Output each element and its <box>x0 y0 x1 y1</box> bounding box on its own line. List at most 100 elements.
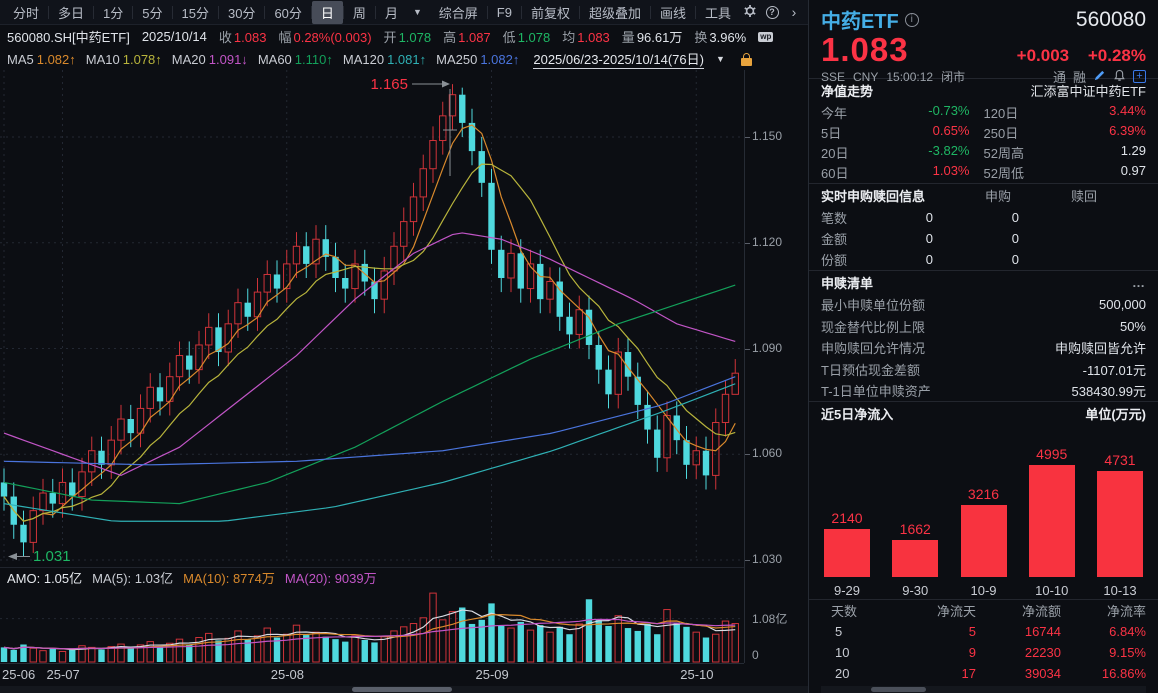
nav-row: 5日 0.65% 250日 6.39% <box>821 122 1146 142</box>
candlestick-chart[interactable]: 1.165 1.031 <box>0 70 808 567</box>
nav-label: 60日 <box>821 165 849 181</box>
price-tick-label: 1.090 <box>752 340 783 355</box>
netflow-bar <box>1097 471 1143 578</box>
field-开: 开 1.078 <box>384 27 432 46</box>
change-percent: +0.28% <box>1087 46 1146 65</box>
ma-item-MA10: MA10 1.078↑ <box>86 52 162 67</box>
sub-sell-value: 0 <box>1011 209 1020 225</box>
tab-separator <box>217 5 219 19</box>
tab-separator <box>310 5 312 19</box>
time-label-25-08: 25-08 <box>270 667 304 682</box>
tab-多日[interactable]: 多日 <box>58 5 85 21</box>
amo-item: MA(20): 9039万 <box>285 568 377 587</box>
redemption-value: 500,000 <box>1099 297 1146 313</box>
exchange-label: SSE <box>821 69 846 84</box>
nav-label: 20日 <box>821 145 849 161</box>
amo-label: AMO: <box>7 571 44 586</box>
more-button[interactable]: … <box>1132 275 1146 291</box>
toolbar-expand-button[interactable]: › <box>784 2 804 22</box>
chart-workspace: 分时 多日 1分 5分 15分 30分 60分日周 月 ▼ 综合屏 F9 前复权 超级叠加 画线 工具 … <box>0 0 808 693</box>
redemption-row: 现金替代比例上限 50% <box>821 316 1146 338</box>
price-pane[interactable]: 1.165 1.031 <box>0 70 744 567</box>
period-dropdown-caret[interactable]: ▼ <box>412 7 422 17</box>
tab-周[interactable]: 周 <box>352 5 366 21</box>
subscription-row: 金额 0 0 <box>821 228 1146 249</box>
lock-icon <box>740 52 752 66</box>
field-value: 1.083 <box>233 30 267 45</box>
chevron-down-icon[interactable]: ▼ <box>715 54 725 64</box>
chart-scrollbar-thumb[interactable] <box>352 687 452 692</box>
tab-15分[interactable]: 15分 <box>181 5 209 21</box>
ma-item-MA120: MA120 1.081↑ <box>343 52 426 67</box>
tab-月[interactable]: 月 <box>384 5 398 21</box>
sub-buy-value: 0 <box>925 230 934 246</box>
field-value: 1.087 <box>458 30 491 45</box>
ma-label: MA5 <box>7 51 34 67</box>
flow-table-header-cell: 天数 <box>831 604 858 619</box>
tab-separator <box>171 5 173 19</box>
amo-label: MA(20): <box>284 571 335 586</box>
symbol-label: 560080.SH[中药ETF] <box>7 30 130 45</box>
nav-row: 60日 1.03% 52周低 0.97 <box>821 162 1146 182</box>
toolbar-button-0[interactable]: 综合屏 <box>438 5 478 21</box>
netflow-bar-column: 3216 <box>960 486 1008 578</box>
amo-item: MA(5): 1.03亿 <box>92 568 173 587</box>
volume-pane[interactable] <box>0 587 744 663</box>
period-tabs: 分时 多日 1分 5分 15分 30分 60分日周 月 <box>4 0 407 24</box>
help-button[interactable]: ? <box>762 2 782 22</box>
hk-connect-badge: 通 <box>1052 70 1066 85</box>
netflow-bar <box>1028 465 1075 578</box>
flow-table-cell: 9.15% <box>1109 645 1146 660</box>
ma-value: 1.078↑ <box>122 51 162 67</box>
tab-60分[interactable]: 60分 <box>274 5 302 21</box>
tab-30分[interactable]: 30分 <box>227 5 256 21</box>
panel-collapse-handle[interactable]: » <box>808 338 809 364</box>
amo-value: 9039万 <box>334 571 377 586</box>
volume-axis-zero-label: 0 <box>752 648 759 662</box>
price-tick-label: 1.150 <box>752 129 783 143</box>
info-icon[interactable]: i <box>904 12 919 27</box>
subscription-row: 笔数 0 0 <box>821 207 1146 228</box>
change-value: +0.003 <box>1016 46 1070 65</box>
toolbar-button-3[interactable]: 超级叠加 <box>588 5 641 21</box>
ma-value: 1.082↑ <box>480 51 520 67</box>
price-tick <box>745 137 750 138</box>
flow-table-cell: 9 <box>968 645 976 660</box>
panel-scrollbar-thumb[interactable] <box>871 687 926 692</box>
nav-value: -0.73% <box>928 102 970 118</box>
date-range-selector[interactable]: 2025/06/23-2025/10/14(76日) <box>533 49 704 69</box>
tab-日[interactable]: 日 <box>311 0 343 24</box>
price-tick-label: 1.120 <box>752 234 783 249</box>
tab-5分[interactable]: 5分 <box>142 5 163 21</box>
toolbar-button-2[interactable]: 前复权 <box>530 5 570 21</box>
netflow-bar <box>824 529 870 578</box>
toolbar-button-1[interactable]: F9 <box>496 4 512 20</box>
price-change: +0.003 +0.28% <box>1003 46 1146 66</box>
toolbar-separator <box>520 5 522 19</box>
toolbar-button-5[interactable]: 工具 <box>704 5 731 21</box>
field-幅: 幅 0.28%(0.003) <box>278 27 371 46</box>
alert-button[interactable] <box>1113 69 1126 85</box>
tab-1分[interactable]: 1分 <box>103 5 124 21</box>
netflow-date-label: 9-30 <box>902 583 929 599</box>
add-to-watchlist-button[interactable]: + <box>1133 70 1146 83</box>
toolbar-button-4[interactable]: 画线 <box>659 5 686 21</box>
svg-text:1.031: 1.031 <box>33 548 71 565</box>
price-tick <box>745 242 750 244</box>
gear-icon <box>743 4 757 21</box>
tab-separator <box>374 5 376 19</box>
netflow-bar-column: 4731 <box>1096 452 1144 578</box>
field-label: 换 <box>694 30 708 45</box>
edit-button[interactable] <box>1093 69 1106 85</box>
chart-scrollbar[interactable] <box>0 686 808 693</box>
flow-table-cell: 5 <box>835 624 843 639</box>
flow-table-cell: 5 <box>968 624 976 639</box>
tab-分时[interactable]: 分时 <box>13 5 40 21</box>
netflow-bar-column: 2140 <box>823 510 871 578</box>
panel-scrollbar[interactable] <box>821 686 1146 693</box>
settings-button[interactable] <box>740 2 760 22</box>
toolbar-actions: 综合屏 F9 前复权 超级叠加 画线 工具 ? › <box>432 1 808 24</box>
toolbar-separator <box>694 5 696 19</box>
volume-chart[interactable] <box>0 587 744 663</box>
redemption-row: 最小申赎单位份额 500,000 <box>821 294 1146 316</box>
